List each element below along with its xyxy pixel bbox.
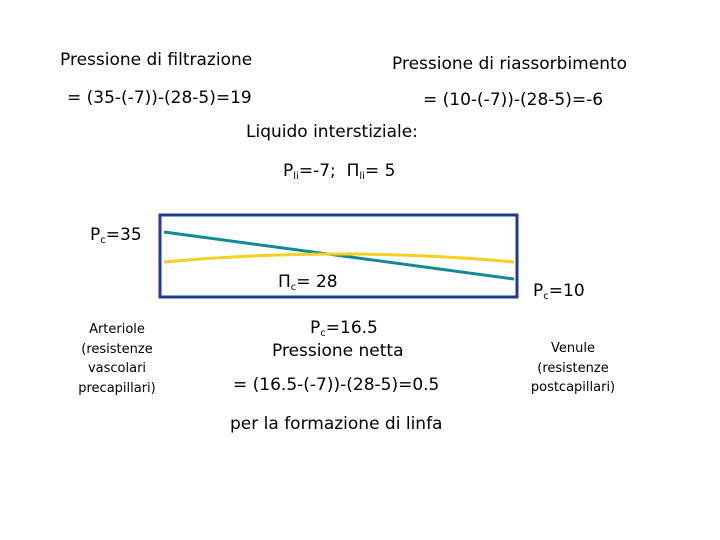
label-line: (resistenze — [81, 341, 153, 357]
value: =-7; — [298, 161, 336, 181]
label-line: vascolari — [87, 361, 147, 376]
oncotic-pressure: Πc= 28 — [278, 272, 338, 293]
net-title: Pressione netta — [272, 341, 404, 361]
subscript: c — [320, 328, 326, 339]
label-line: (resistenze — [537, 360, 609, 376]
symbol: P — [90, 225, 101, 245]
reabsorption-formula: = (10-(-7))-(28-5)=-6 — [423, 90, 604, 110]
value: =10 — [548, 281, 585, 301]
reabsorption-title: Pressione di riassorbimento — [392, 54, 628, 74]
interstitial-values: Pli=-7; Πli= 5 — [283, 161, 395, 182]
label-line: Venule — [551, 341, 595, 356]
net-note: per la formazione di linfa — [230, 414, 443, 434]
venule-label: Venule (resistenze postcapillari) — [513, 339, 633, 398]
symbol: P — [283, 161, 294, 181]
mid-pressure: Pc=16.5 — [310, 318, 378, 339]
symbol: P — [533, 281, 544, 301]
venous-pressure: Pc=10 — [533, 281, 585, 302]
symbol: Π — [346, 161, 360, 181]
oncotic-line — [163, 252, 515, 264]
subscript: li — [293, 171, 299, 182]
symbol: P — [310, 318, 321, 338]
value: = 5 — [364, 161, 396, 181]
capillary — [158, 213, 519, 299]
subscript: li — [359, 171, 365, 182]
filtration-title: Pressione di filtrazione — [60, 50, 253, 70]
subscript: c — [100, 235, 106, 246]
symbol: Π — [278, 272, 291, 292]
subscript: c — [290, 282, 297, 293]
value: = 28 — [296, 272, 338, 292]
arterial-pressure: Pc=35 — [90, 225, 142, 246]
filtration-formula: = (35-(-7))-(28-5)=19 — [67, 88, 252, 108]
label-line: Arteriole — [89, 322, 145, 337]
value: =35 — [105, 225, 142, 245]
label-line: postcapillari) — [530, 380, 616, 395]
subscript: c — [543, 291, 549, 302]
value: =16.5 — [325, 318, 378, 338]
label-line: precapillari) — [78, 380, 156, 396]
net-formula: = (16.5-(-7))-(28-5)=0.5 — [233, 375, 440, 395]
interstitial-title: Liquido interstiziale: — [246, 122, 418, 142]
arteriole-label: Arteriole (resistenze vascolari precapil… — [57, 320, 177, 398]
